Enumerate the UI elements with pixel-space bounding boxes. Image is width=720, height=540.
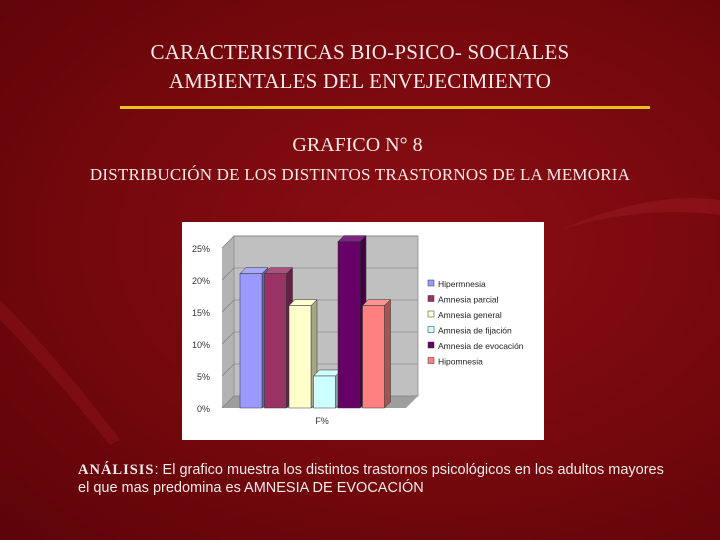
y-tick-label: 0% xyxy=(197,404,210,414)
bar-4 xyxy=(313,375,336,409)
legend-swatch-2 xyxy=(427,295,435,302)
chart-heading: DISTRIBUCIÓN DE LOS DISTINTOS TRASTORNOS… xyxy=(89,165,631,184)
y-tick-label: 20% xyxy=(192,276,210,286)
bar-side-6 xyxy=(384,298,391,409)
gridline-diagonal xyxy=(221,235,235,249)
title-line-1: CARACTERISTICAS BIO-PSICO- SOCIALES xyxy=(150,40,570,64)
y-tick-label: 15% xyxy=(192,308,210,318)
gridline-diagonal xyxy=(221,363,235,377)
y-tick-label: 25% xyxy=(192,244,210,254)
legend-label-2: Amnesia parcial xyxy=(438,295,499,305)
y-tick-label: 10% xyxy=(192,340,210,350)
legend-swatch-4 xyxy=(427,326,435,333)
bar-2 xyxy=(264,273,287,409)
chart-number: GRAFICO N° 8 xyxy=(292,134,423,156)
legend-swatch-3 xyxy=(427,310,435,318)
analysis-text: : El grafico muestra los distintos trast… xyxy=(78,462,664,496)
bar-chart: 0% 5% 10% 15% 20% 25% F% Hipermnesia Amnesia par… xyxy=(192,234,536,426)
legend-label-5: Amnesia de evocación xyxy=(438,341,524,351)
legend-label-4: Amnesia de fijación xyxy=(438,326,512,336)
legend-label-1: Hipermnesia xyxy=(438,279,486,289)
legend-swatch-5 xyxy=(427,341,435,349)
x-category-label: F% xyxy=(315,416,329,426)
analysis-paragraph: ANÁLISIS: El grafico muestra los distint… xyxy=(78,461,678,497)
analysis-label: ANÁLISIS xyxy=(78,462,155,478)
bar-6 xyxy=(362,305,385,409)
slide-title: CARACTERISTICAS BIO-PSICO- SOCIALES AMBI… xyxy=(0,38,720,96)
bar-3 xyxy=(288,305,312,409)
bar-5 xyxy=(337,241,361,409)
bar-1 xyxy=(239,273,263,409)
chart-side-wall xyxy=(222,236,234,408)
y-tick-label: 5% xyxy=(197,372,210,382)
gridline-diagonal xyxy=(221,331,235,345)
gridline-diagonal xyxy=(221,395,235,409)
legend-label-6: Hipomnesia xyxy=(438,357,483,367)
gridline-diagonal xyxy=(221,299,235,313)
title-underline xyxy=(120,106,650,109)
chart-area: 0% 5% 10% 15% 20% 25% F% Hipermnesia Amnesia par… xyxy=(182,222,544,440)
legend-label-3: Amnesia general xyxy=(438,310,502,320)
title-line-2: AMBIENTALES DEL ENVEJECIMIENTO xyxy=(168,69,552,93)
legend-swatch-6 xyxy=(427,357,435,364)
gridline-diagonal xyxy=(221,267,235,281)
legend-box xyxy=(424,276,536,375)
legend-swatch-1 xyxy=(427,279,435,287)
